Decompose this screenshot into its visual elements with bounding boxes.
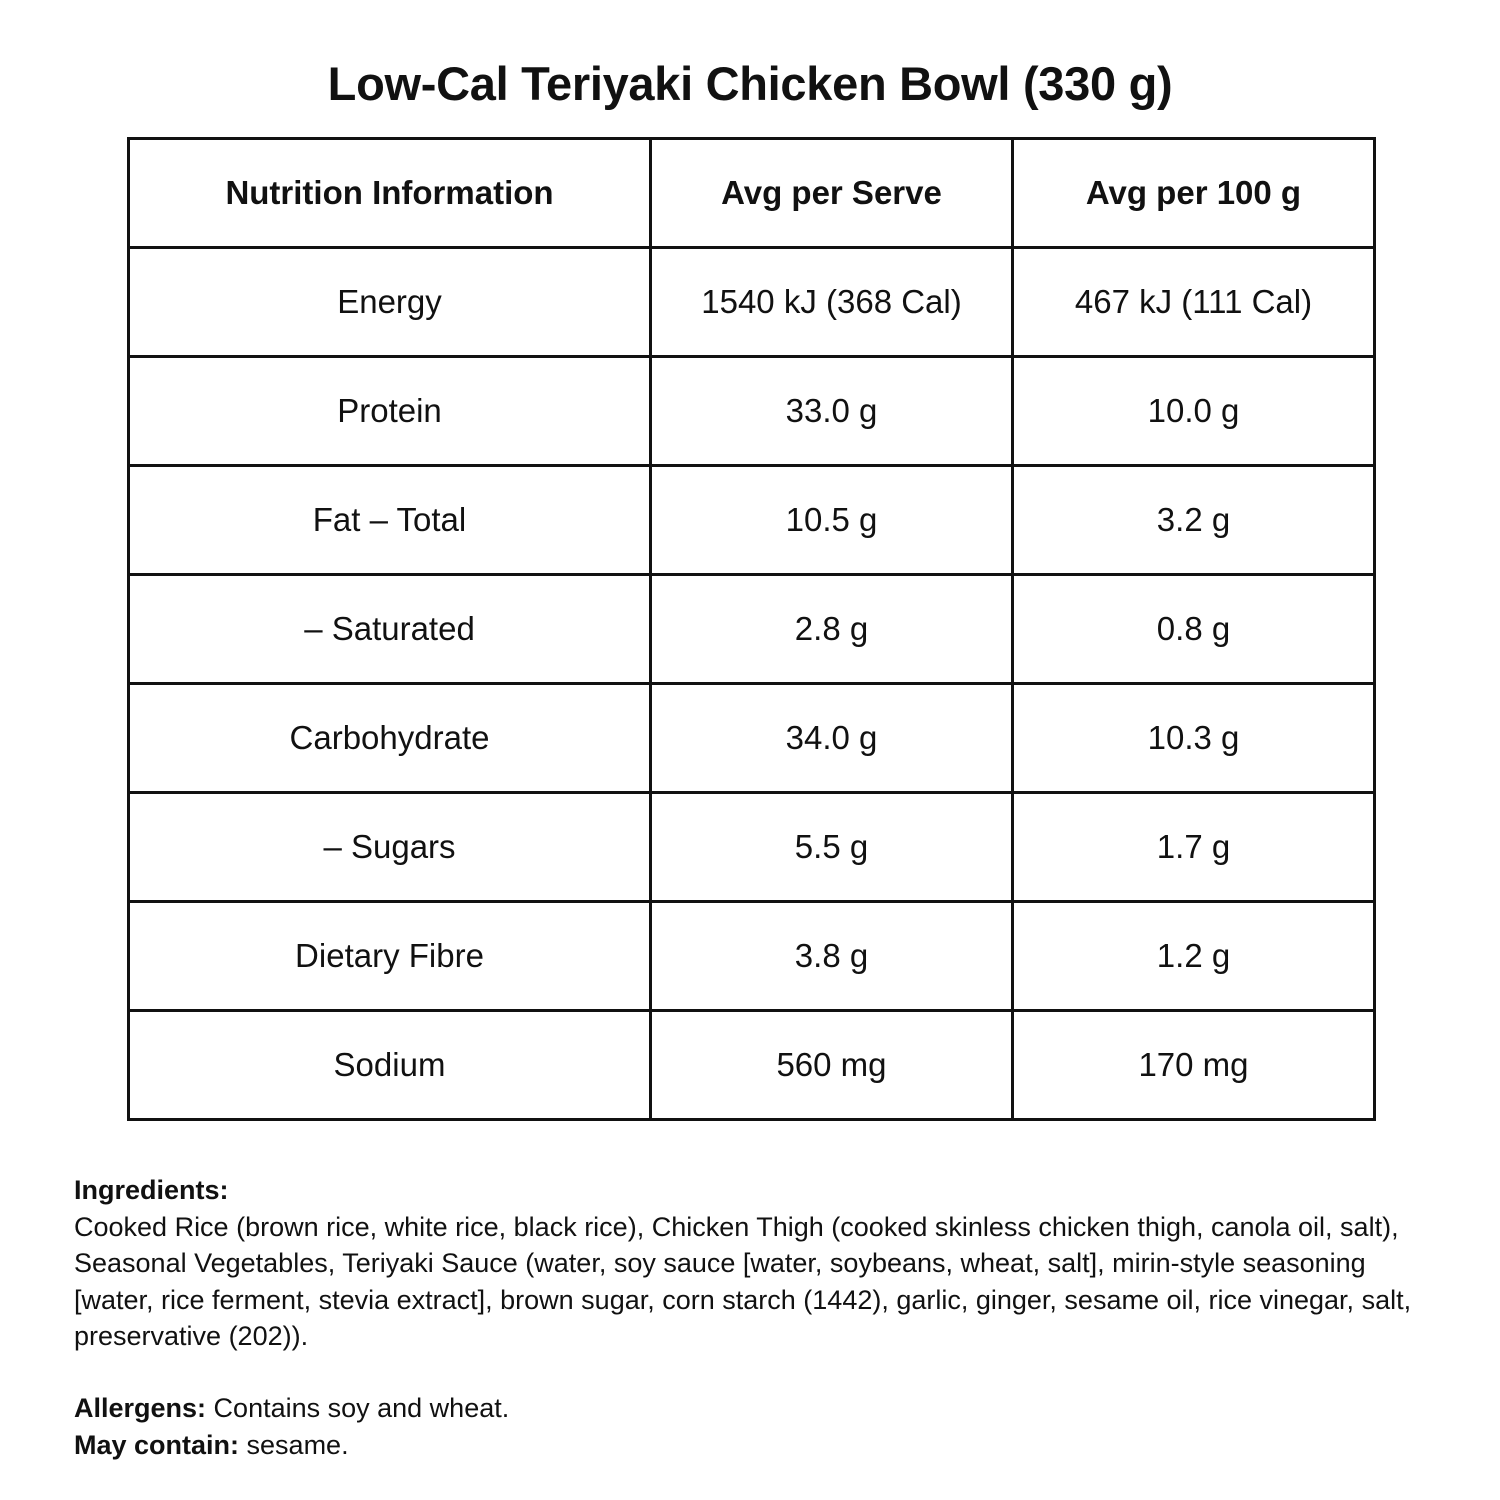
nutrient-name: Energy [127, 246, 652, 358]
table-row: Protein 33.0 g 10.0 g [127, 355, 1376, 467]
table-row: Carbohydrate 34.0 g 10.3 g [127, 682, 1376, 794]
per-100g-value: 0.8 g [1011, 573, 1376, 685]
per-serve-value: 3.8 g [649, 900, 1014, 1012]
per-serve-value: 560 mg [649, 1009, 1014, 1121]
ingredients-line: [water, rice ferment, stevia extract], b… [74, 1284, 1412, 1315]
nutrient-name: Carbohydrate [127, 682, 652, 794]
per-100g-value: 10.3 g [1011, 682, 1376, 794]
allergen-section: Allergens: Contains soy and wheat. May c… [74, 1390, 1474, 1463]
nutrient-name: – Sugars [127, 791, 652, 903]
per-serve-value: 10.5 g [649, 464, 1014, 576]
per-serve-value: 33.0 g [649, 355, 1014, 467]
nutrient-name: Dietary Fibre [127, 900, 652, 1012]
per-100g-value: 3.2 g [1011, 464, 1376, 576]
may-contain-text: sesame. [239, 1429, 349, 1460]
ingredients-section: Ingredients: Cooked Rice (brown rice, wh… [74, 1172, 1474, 1355]
may-contain-label: May contain: [74, 1429, 240, 1460]
table-row: Sodium 560 mg 170 mg [127, 1009, 1376, 1121]
table-row: Fat – Total 10.5 g 3.2 g [127, 464, 1376, 576]
table-row: – Saturated 2.8 g 0.8 g [127, 573, 1376, 685]
table-row: Dietary Fibre 3.8 g 1.2 g [127, 900, 1376, 1012]
per-100g-value: 170 mg [1011, 1009, 1376, 1121]
per-100g-value: 1.7 g [1011, 791, 1376, 903]
per-100g-value: 1.2 g [1011, 900, 1376, 1012]
nutrient-name: Protein [127, 355, 652, 467]
may-contain-statement: May contain: sesame. [74, 1427, 1474, 1464]
per-serve-value: 2.8 g [649, 573, 1014, 685]
per-serve-value: 1540 kJ (368 Cal) [649, 246, 1014, 358]
allergens-statement: Allergens: Contains soy and wheat. [74, 1390, 1474, 1427]
table-header-row: Nutrition Information Avg per Serve Avg … [127, 137, 1376, 249]
ingredients-line: Seasonal Vegetables, Teriyaki Sauce (wat… [74, 1248, 1366, 1278]
ingredients-line: Cooked Rice (brown rice, white rice, bla… [74, 1211, 1399, 1242]
allergens-label: Allergens: [74, 1393, 207, 1423]
per-100g-value: 10.0 g [1011, 355, 1376, 467]
column-header-nutrient: Nutrition Information [127, 137, 652, 249]
nutrient-name: Sodium [127, 1009, 652, 1121]
per-100g-value: 467 kJ (111 Cal) [1011, 246, 1376, 358]
nutrient-name: – Saturated [127, 573, 652, 685]
page-title: Low-Cal Teriyaki Chicken Bowl (330 g) [327, 57, 1173, 110]
per-serve-value: 5.5 g [649, 791, 1014, 903]
nutrition-table: Nutrition Information Avg per Serve Avg … [127, 137, 1376, 1121]
per-serve-value: 34.0 g [649, 682, 1014, 794]
table-row: Energy 1540 kJ (368 Cal) 467 kJ (111 Cal… [127, 246, 1376, 358]
allergens-text: Contains soy and wheat. [206, 1393, 510, 1423]
ingredients-line: preservative (202)). [74, 1321, 309, 1351]
column-header-per-100g: Avg per 100 g [1011, 137, 1376, 249]
ingredients-heading: Ingredients: [74, 1175, 229, 1205]
table-row: – Sugars 5.5 g 1.7 g [127, 791, 1376, 903]
column-header-per-serve: Avg per Serve [649, 137, 1014, 249]
nutrient-name: Fat – Total [127, 464, 652, 576]
